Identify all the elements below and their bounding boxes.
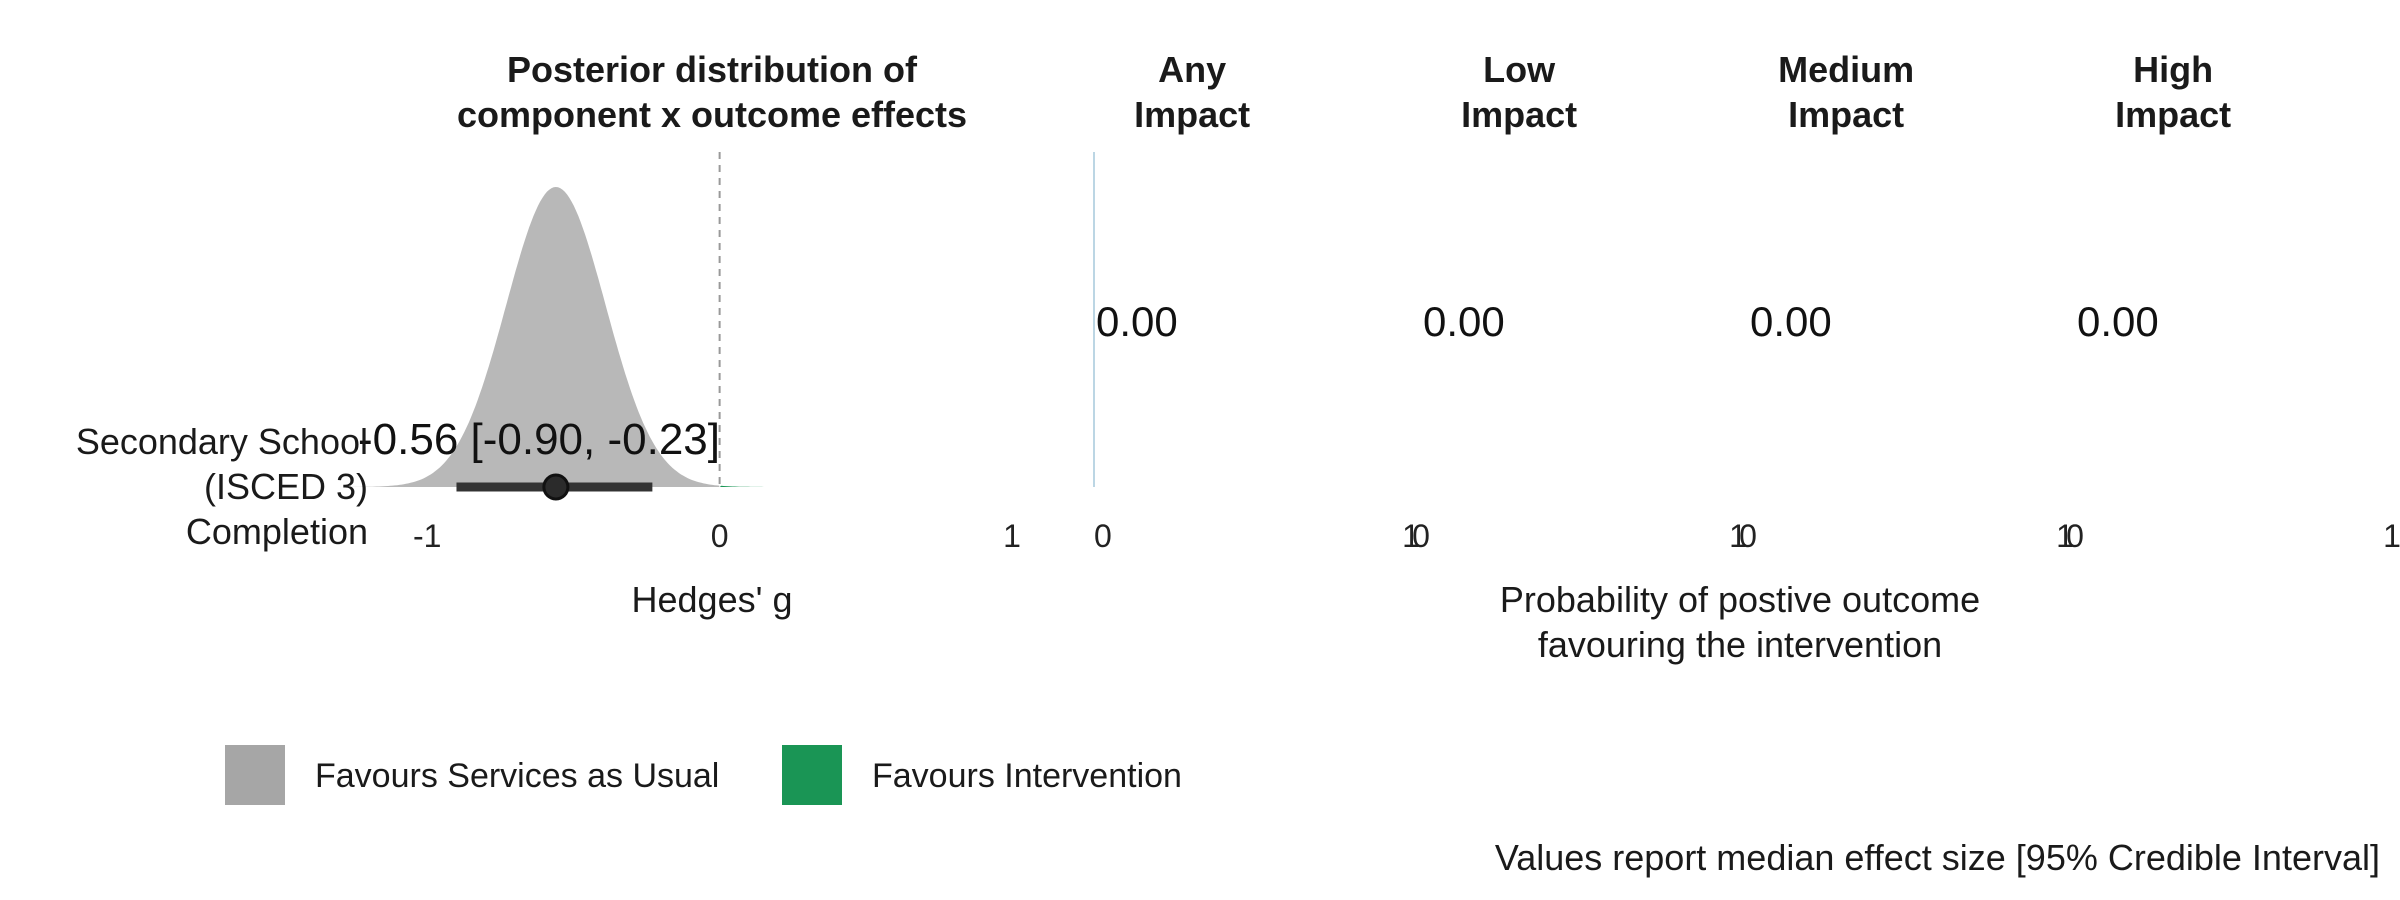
probability-axis-label-line: Probability of postive outcome [1500,579,1980,620]
probability-value: 0.00 [1096,298,1178,345]
legend-label: Favours Services as Usual [315,757,719,795]
panel-title-line: Impact [1461,94,1577,135]
panel-tick-label: 1 [1729,518,1747,554]
posterior-title-line: Posterior distribution of [507,49,918,90]
probability-value: 0.00 [1423,298,1505,345]
panel-tick-label: 0 [1094,518,1112,554]
panel-title-line: Low [1483,49,1556,90]
legend-label: Favours Intervention [872,757,1182,795]
row-label-line: Secondary School [76,421,368,462]
panel-tick-label: 0 [1412,518,1430,554]
probability-value: 0.00 [2077,298,2159,345]
x-tick-label: 1 [1003,518,1021,554]
probability-axis-label-line: favouring the intervention [1538,624,1942,665]
panel-title-line: Impact [1788,94,1904,135]
row-label-line: (ISCED 3) [204,466,368,507]
panel-tick-label: 0 [2066,518,2084,554]
legend-swatch [782,745,842,805]
density-favours-usual [332,187,720,487]
panel-tick-label: 1 [2383,518,2400,554]
panel-tick-label: 1 [2056,518,2074,554]
probability-value: 0.00 [1750,298,1832,345]
panel-title-line: Impact [1134,94,1250,135]
panel-title-line: Medium [1778,49,1914,90]
x-tick-label: 0 [711,518,729,554]
panel-tick-label: 1 [1402,518,1420,554]
x-tick-label: -1 [413,518,441,554]
panel-tick-label: 0 [1739,518,1757,554]
caption: Values report median effect size [95% Cr… [1495,837,2380,878]
panel-title-line: Any [1158,49,1226,90]
panel-title-line: High [2133,49,2213,90]
median-point [542,473,570,501]
posterior-title-line: component x outcome effects [457,94,967,135]
density-favours-intervention [719,485,780,487]
x-axis-label: Hedges' g [632,579,793,620]
effect-annotation: -0.56 [-0.90, -0.23] [358,415,720,464]
legend-swatch [225,745,285,805]
legend: Favours Services as Usual Favours Interve… [225,745,1182,805]
panel-title-line: Impact [2115,94,2231,135]
row-label-line: Completion [186,511,368,552]
